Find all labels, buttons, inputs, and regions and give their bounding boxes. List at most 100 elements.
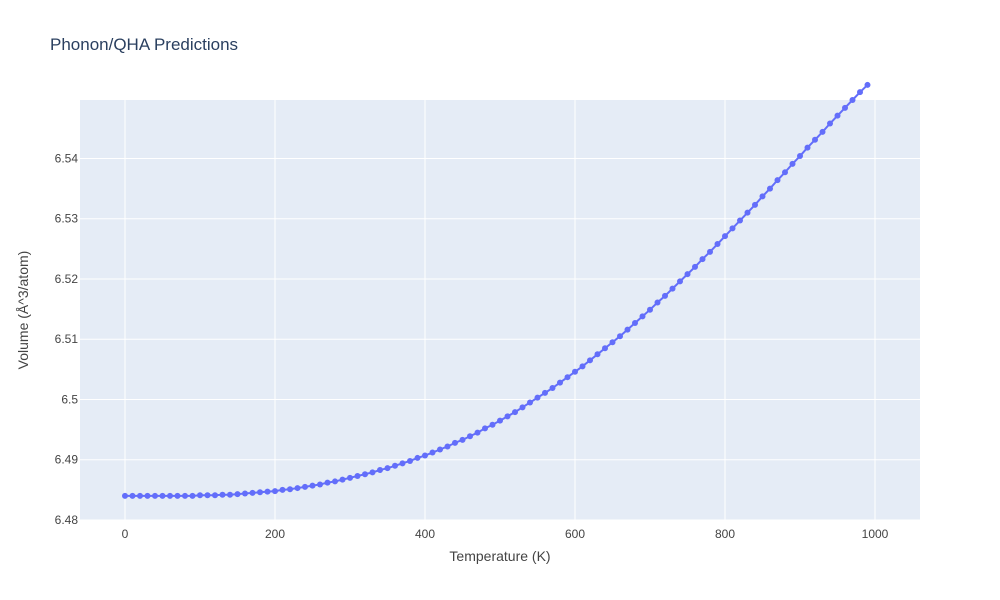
- data-point[interactable]: [662, 292, 668, 299]
- data-point[interactable]: [722, 233, 728, 240]
- data-point[interactable]: [459, 436, 466, 443]
- data-point[interactable]: [504, 413, 511, 420]
- data-point[interactable]: [534, 394, 541, 401]
- data-point[interactable]: [692, 263, 698, 270]
- data-point[interactable]: [527, 399, 533, 406]
- data-point[interactable]: [287, 486, 293, 493]
- data-point[interactable]: [842, 104, 848, 111]
- data-point[interactable]: [782, 169, 788, 176]
- data-point[interactable]: [249, 489, 256, 496]
- data-point[interactable]: [729, 225, 736, 232]
- data-point[interactable]: [467, 433, 473, 440]
- data-point[interactable]: [302, 483, 308, 490]
- data-point[interactable]: [324, 479, 331, 486]
- data-point[interactable]: [759, 193, 766, 200]
- data-point[interactable]: [647, 306, 653, 313]
- data-point[interactable]: [819, 128, 826, 135]
- data-point[interactable]: [549, 385, 556, 392]
- data-point[interactable]: [767, 185, 773, 192]
- data-point[interactable]: [489, 421, 496, 428]
- data-point[interactable]: [429, 449, 436, 456]
- data-point[interactable]: [384, 465, 391, 472]
- data-point[interactable]: [669, 285, 676, 292]
- data-point[interactable]: [219, 491, 226, 498]
- data-point[interactable]: [279, 486, 286, 493]
- data-point[interactable]: [414, 454, 421, 461]
- data-point[interactable]: [572, 368, 578, 375]
- data-point[interactable]: [699, 256, 706, 263]
- data-point[interactable]: [234, 491, 241, 498]
- data-point[interactable]: [129, 492, 136, 499]
- data-point[interactable]: [122, 492, 128, 499]
- data-point[interactable]: [542, 389, 548, 396]
- data-point[interactable]: [444, 443, 451, 450]
- data-point[interactable]: [602, 345, 608, 352]
- data-point[interactable]: [422, 452, 428, 459]
- data-point[interactable]: [159, 492, 166, 499]
- data-point[interactable]: [677, 278, 683, 285]
- data-point[interactable]: [137, 492, 143, 499]
- data-point[interactable]: [332, 478, 338, 485]
- data-point[interactable]: [737, 217, 743, 224]
- data-point[interactable]: [362, 471, 368, 478]
- data-point[interactable]: [789, 160, 796, 167]
- data-point[interactable]: [557, 379, 563, 386]
- data-point[interactable]: [437, 446, 443, 453]
- data-point[interactable]: [594, 351, 601, 358]
- data-point[interactable]: [624, 326, 631, 333]
- data-point[interactable]: [714, 241, 721, 248]
- data-point[interactable]: [512, 409, 518, 416]
- data-point[interactable]: [452, 439, 458, 446]
- data-point[interactable]: [654, 299, 661, 306]
- data-point[interactable]: [309, 482, 316, 489]
- data-point[interactable]: [392, 462, 398, 469]
- data-point[interactable]: [827, 120, 833, 127]
- data-point[interactable]: [864, 81, 871, 88]
- data-point[interactable]: [399, 460, 406, 467]
- data-point[interactable]: [152, 492, 158, 499]
- data-point[interactable]: [834, 112, 841, 119]
- data-point[interactable]: [639, 313, 646, 320]
- data-point[interactable]: [197, 492, 203, 499]
- data-point[interactable]: [212, 492, 218, 499]
- data-point[interactable]: [752, 201, 758, 208]
- data-point[interactable]: [857, 89, 863, 96]
- data-point[interactable]: [294, 485, 301, 492]
- data-point[interactable]: [339, 476, 346, 483]
- data-point[interactable]: [474, 429, 481, 436]
- data-point[interactable]: [497, 417, 503, 424]
- data-point[interactable]: [632, 319, 638, 326]
- data-point[interactable]: [407, 457, 413, 464]
- data-point[interactable]: [227, 491, 233, 498]
- data-point[interactable]: [707, 248, 713, 255]
- data-point[interactable]: [369, 469, 376, 476]
- data-point[interactable]: [264, 488, 271, 495]
- data-point[interactable]: [242, 490, 248, 497]
- data-point[interactable]: [317, 481, 323, 488]
- data-point[interactable]: [587, 357, 593, 364]
- data-point[interactable]: [579, 363, 586, 370]
- data-point[interactable]: [609, 339, 616, 346]
- data-point[interactable]: [189, 492, 196, 499]
- data-point[interactable]: [272, 488, 278, 495]
- data-point[interactable]: [774, 177, 781, 184]
- data-point[interactable]: [182, 492, 188, 499]
- data-point[interactable]: [354, 473, 361, 480]
- data-point[interactable]: [812, 136, 818, 143]
- data-point[interactable]: [257, 489, 263, 496]
- data-point[interactable]: [849, 97, 856, 103]
- data-point[interactable]: [804, 144, 811, 151]
- data-point[interactable]: [482, 425, 488, 432]
- data-point[interactable]: [347, 474, 353, 481]
- data-point[interactable]: [144, 492, 151, 499]
- data-point[interactable]: [617, 333, 623, 340]
- data-point[interactable]: [167, 492, 173, 499]
- data-point[interactable]: [174, 492, 181, 499]
- data-point[interactable]: [519, 404, 526, 411]
- data-point[interactable]: [377, 466, 383, 473]
- data-point[interactable]: [684, 271, 691, 278]
- data-point[interactable]: [744, 209, 751, 216]
- data-point[interactable]: [797, 153, 803, 160]
- data-point[interactable]: [204, 492, 211, 499]
- data-point[interactable]: [564, 374, 571, 381]
